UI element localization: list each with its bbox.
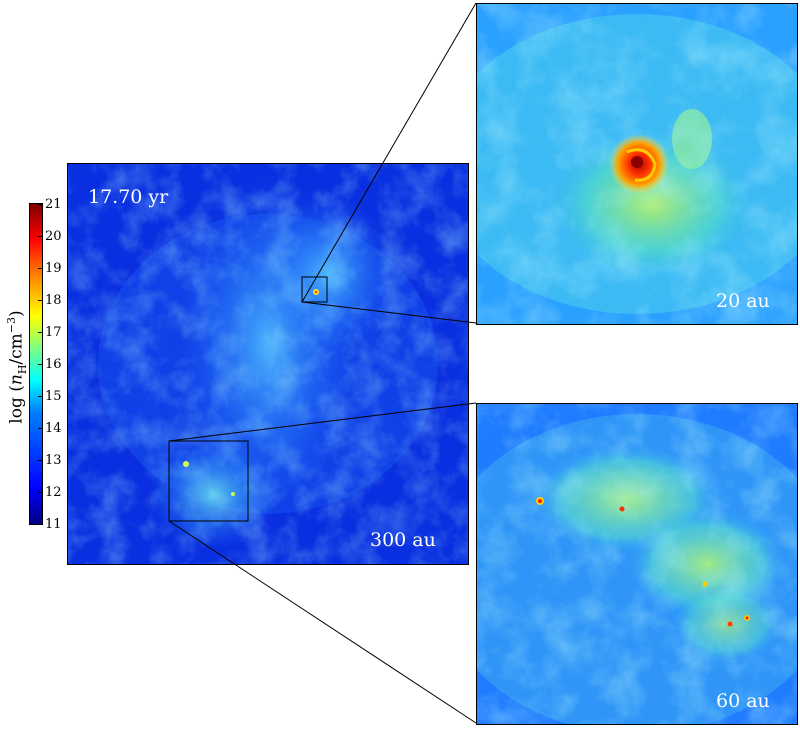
scale-label-main: 300 au [370,529,436,551]
scale-label-zoom-top: 20 au [716,290,770,312]
colorbar-tick-mark [38,492,42,493]
colorbar-tick-mark [38,396,42,397]
density-map-zoom-bottom-image [477,404,797,724]
colorbar-tick-label: 18 [45,293,62,308]
density-map-main [67,163,469,565]
colorbar-tick-label: 15 [45,389,62,404]
colorbar-tick-label: 21 [45,197,62,212]
colorbar-tick-mark [38,428,42,429]
density-map-zoom-top-image [477,4,797,324]
colorbar-tick-mark [38,524,42,525]
density-map-zoom-bottom [476,403,798,725]
colorbar-tick-label: 12 [45,485,62,500]
colorbar-tick-mark [38,204,42,205]
colorbar-tick-mark [38,332,42,333]
colorbar-tick-mark [38,460,42,461]
colorbar-tick-mark [38,268,42,269]
colorbar-tick-label: 14 [45,421,62,436]
colorbar-tick-mark [38,364,42,365]
colorbar-label: log (nH/cm−3) [4,310,30,424]
colorbar-tick-label: 20 [45,229,62,244]
colorbar-tick-mark [38,236,42,237]
colorbar-tick-label: 13 [45,453,62,468]
colorbar-tick-label: 19 [45,261,62,276]
scale-label-zoom-bottom: 60 au [716,690,770,712]
colorbar-tick-label: 17 [45,325,62,340]
colorbar-tick-mark [38,300,42,301]
colorbar-gradient [30,204,42,524]
colorbar-tick-label: 11 [45,517,62,532]
time-label: 17.70 yr [88,186,169,208]
density-map-main-image [68,164,468,564]
colorbar [29,203,43,525]
colorbar-tick-label: 16 [45,357,62,372]
density-map-zoom-top [476,3,798,325]
